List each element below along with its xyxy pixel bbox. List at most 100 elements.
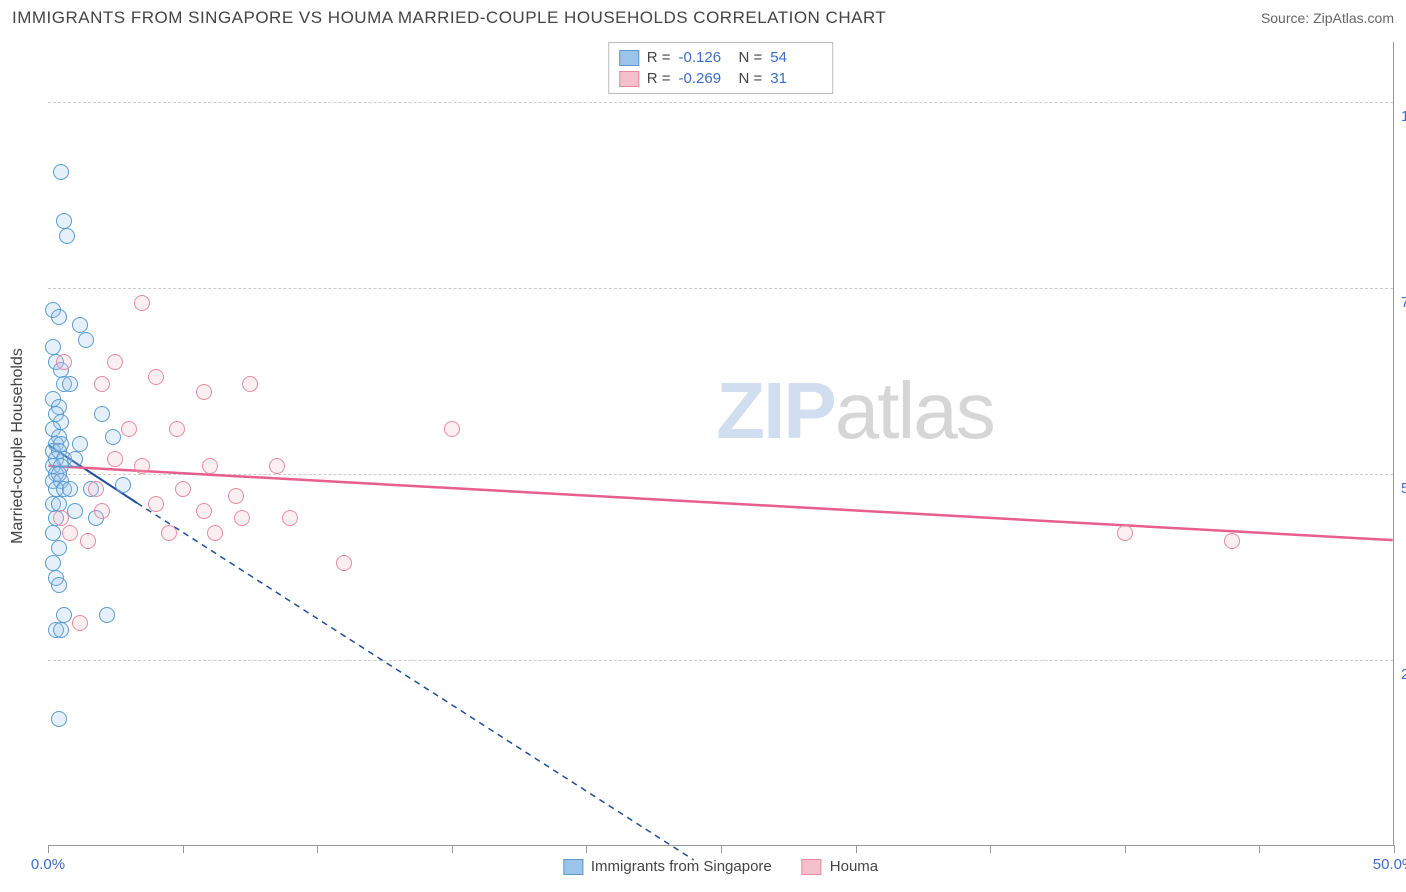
legend-label: Immigrants from Singapore xyxy=(591,858,772,875)
scatter-point xyxy=(99,607,115,623)
scatter-point xyxy=(282,510,298,526)
scatter-point xyxy=(80,533,96,549)
source-name: ZipAtlas.com xyxy=(1313,10,1394,26)
scatter-point xyxy=(134,458,150,474)
x-tick xyxy=(856,845,857,853)
scatter-point xyxy=(161,525,177,541)
stat-row: R = -0.269 N = 31 xyxy=(619,68,823,89)
x-tick xyxy=(721,845,722,853)
y-tick-label: 25.0% xyxy=(1401,666,1406,683)
stat-swatch xyxy=(619,50,639,66)
scatter-point xyxy=(134,295,150,311)
x-tick xyxy=(990,845,991,853)
scatter-point xyxy=(1224,533,1240,549)
chart-plot-frame: ZIPatlas R = -0.126 N = 54 R = -0.269 N … xyxy=(48,42,1394,846)
stat-r-label: R = xyxy=(647,49,671,66)
stat-n-label: N = xyxy=(739,49,763,66)
stat-r-value: -0.126 xyxy=(679,49,731,66)
regression-lines xyxy=(48,42,1393,845)
stat-swatch xyxy=(619,71,639,87)
scatter-point xyxy=(53,622,69,638)
scatter-point xyxy=(72,436,88,452)
scatter-point xyxy=(72,615,88,631)
scatter-point xyxy=(269,458,285,474)
scatter-point xyxy=(56,354,72,370)
regression-line xyxy=(48,466,1392,540)
x-tick xyxy=(317,845,318,853)
y-tick-label: 50.0% xyxy=(1401,480,1406,497)
chart-title: IMMIGRANTS FROM SINGAPORE VS HOUMA MARRI… xyxy=(12,8,886,28)
scatter-point xyxy=(45,525,61,541)
scatter-point xyxy=(45,339,61,355)
scatter-point xyxy=(78,332,94,348)
x-tick xyxy=(183,845,184,853)
stat-n-value: 54 xyxy=(770,49,822,66)
legend-item: Immigrants from Singapore xyxy=(563,858,772,875)
scatter-point xyxy=(51,577,67,593)
x-tick xyxy=(1259,845,1260,853)
scatter-point xyxy=(207,525,223,541)
x-tick xyxy=(48,845,49,853)
stat-row: R = -0.126 N = 54 xyxy=(619,47,823,68)
scatter-point xyxy=(59,228,75,244)
scatter-point xyxy=(336,555,352,571)
chart-source: Source: ZipAtlas.com xyxy=(1261,10,1394,26)
scatter-point xyxy=(1117,525,1133,541)
scatter-point xyxy=(94,406,110,422)
x-tick-label: 50.0% xyxy=(1373,856,1406,873)
stat-r-value: -0.269 xyxy=(679,70,731,87)
scatter-point xyxy=(94,376,110,392)
source-label: Source: xyxy=(1261,10,1309,26)
scatter-point xyxy=(67,451,83,467)
stat-n-value: 31 xyxy=(770,70,822,87)
scatter-point xyxy=(148,496,164,512)
scatter-point xyxy=(62,481,78,497)
scatter-point xyxy=(53,164,69,180)
scatter-point xyxy=(228,488,244,504)
x-tick xyxy=(1394,845,1395,853)
scatter-point xyxy=(242,376,258,392)
x-tick xyxy=(452,845,453,853)
scatter-point xyxy=(56,213,72,229)
legend-swatch xyxy=(802,859,822,875)
scatter-point xyxy=(115,477,131,493)
scatter-point xyxy=(202,458,218,474)
y-axis-label: Married-couple Households xyxy=(9,348,27,544)
scatter-point xyxy=(107,354,123,370)
chart-legend: Immigrants from Singapore Houma xyxy=(563,858,878,875)
scatter-point xyxy=(45,555,61,571)
scatter-point xyxy=(234,510,250,526)
correlation-stat-box: R = -0.126 N = 54 R = -0.269 N = 31 xyxy=(608,42,834,94)
scatter-point xyxy=(148,369,164,385)
scatter-point xyxy=(62,376,78,392)
scatter-point xyxy=(196,384,212,400)
scatter-point xyxy=(72,317,88,333)
scatter-point xyxy=(51,309,67,325)
y-tick-label: 100.0% xyxy=(1401,108,1406,125)
x-tick xyxy=(1125,845,1126,853)
scatter-point xyxy=(175,481,191,497)
scatter-point xyxy=(169,421,185,437)
x-tick xyxy=(586,845,587,853)
scatter-point xyxy=(62,525,78,541)
scatter-point xyxy=(56,607,72,623)
scatter-point xyxy=(105,429,121,445)
scatter-point xyxy=(121,421,137,437)
legend-swatch xyxy=(563,859,583,875)
legend-item: Houma xyxy=(802,858,878,875)
scatter-point xyxy=(53,510,69,526)
stat-n-label: N = xyxy=(739,70,763,87)
legend-label: Houma xyxy=(830,858,878,875)
chart-header: IMMIGRANTS FROM SINGAPORE VS HOUMA MARRI… xyxy=(12,8,1394,28)
scatter-point xyxy=(196,503,212,519)
x-tick-label: 0.0% xyxy=(31,856,65,873)
scatter-point xyxy=(107,451,123,467)
scatter-point xyxy=(51,496,67,512)
stat-r-label: R = xyxy=(647,70,671,87)
regression-line-dashed xyxy=(137,503,694,860)
scatter-point xyxy=(94,503,110,519)
scatter-point xyxy=(51,711,67,727)
scatter-point xyxy=(444,421,460,437)
y-tick-label: 75.0% xyxy=(1401,294,1406,311)
scatter-point xyxy=(51,540,67,556)
